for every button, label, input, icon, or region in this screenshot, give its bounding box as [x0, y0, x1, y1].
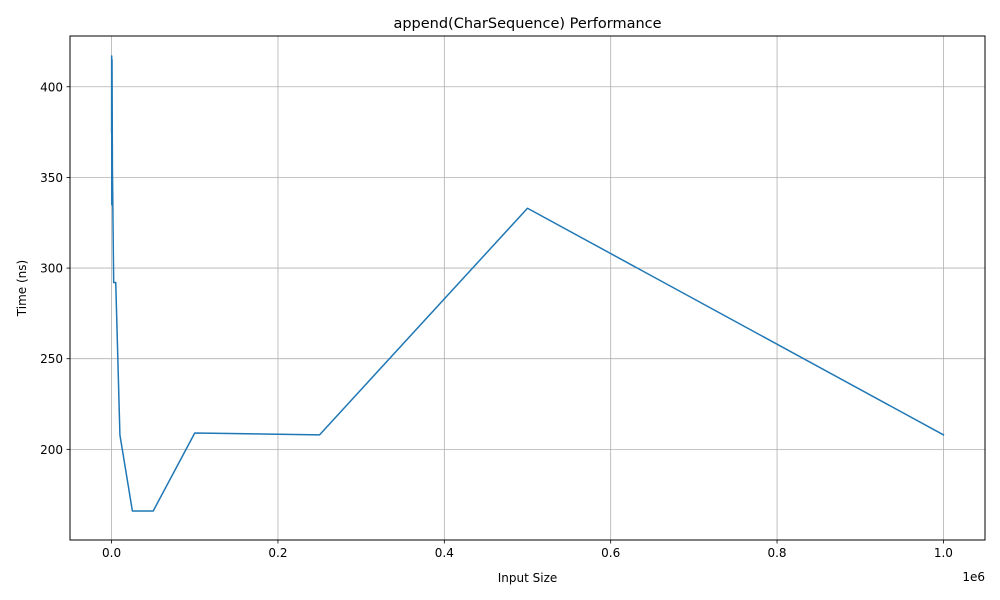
y-tick-label: 300 [40, 262, 63, 276]
x-tick-label: 0.8 [767, 546, 786, 560]
x-tick-label: 0.2 [268, 546, 287, 560]
grid-lines [70, 36, 985, 540]
y-tick-label: 200 [40, 443, 63, 457]
plot-area-frame [69, 35, 986, 541]
chart-title: append(CharSequence) Performance [393, 16, 661, 32]
x-tick-label: 0.6 [601, 546, 620, 560]
series-layer [110, 55, 945, 512]
y-axis-label: Time (ns) [15, 260, 29, 317]
series-line [110, 55, 945, 512]
y-tick-label: 250 [40, 352, 63, 366]
y-tick-label: 350 [40, 171, 63, 185]
x-axis-offset-label: 1e6 [962, 570, 985, 584]
y-tick-label: 400 [40, 80, 63, 94]
axis-ticks: 0.0 0.2 0.4 0.6 0.8 1.0 200 250 300 350 400 [40, 80, 953, 560]
x-tick-label: 0.0 [102, 546, 121, 560]
x-axis-label: Input Size [498, 571, 558, 585]
x-tick-label: 0.4 [435, 546, 454, 560]
x-tick-label: 1.0 [934, 546, 953, 560]
